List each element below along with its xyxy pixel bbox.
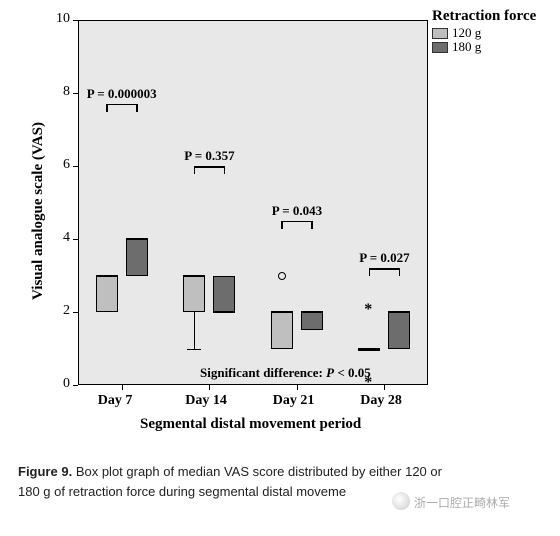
box-g180 [388,312,410,349]
x-tick-mark [297,385,298,390]
outlier-circle [278,272,286,280]
median-line [301,311,323,313]
x-tick-label: Day 14 [185,393,227,409]
significance-note: Significant difference: P < 0.05 [200,365,371,381]
x-tick-mark [384,385,385,390]
median-line [213,311,235,313]
y-tick-label: 8 [63,84,70,100]
pvalue-bracket-leg [136,104,138,112]
plot-area [78,20,428,385]
watermark-icon [392,492,410,510]
y-tick-label: 6 [63,157,70,173]
pvalue-bracket-leg [281,221,283,229]
pvalue-bracket-leg [311,221,313,229]
x-tick-mark [209,385,210,390]
y-tick-mark [73,239,78,240]
p-value-label: P = 0.357 [184,148,234,164]
caption-line1: Box plot graph of median VAS score distr… [76,464,442,479]
median-line [183,275,205,277]
x-axis-title: Segmental distal movement period [140,416,361,433]
x-tick-label: Day 7 [98,393,133,409]
pvalue-bracket [194,166,224,168]
y-axis-title: Visual analogue scale (VAS) [30,122,47,300]
pvalue-bracket [369,268,399,270]
legend-title: Retraction force [432,8,536,25]
watermark-text: 浙一口腔正畸林军 [414,494,510,511]
pvalue-bracket-leg [194,166,196,174]
p-value-label: P = 0.027 [359,250,409,266]
pvalue-bracket [282,221,312,223]
box-g120 [271,312,293,349]
legend-swatch-180g [432,42,448,53]
x-tick-mark [122,385,123,390]
legend-label-180g: 180 g [452,39,481,55]
pvalue-bracket-leg [399,268,401,276]
box-g180 [126,239,148,276]
y-tick-label: 4 [63,230,70,246]
median-line [126,238,148,240]
y-tick-label: 10 [56,11,70,27]
pvalue-bracket-leg [106,104,108,112]
x-tick-label: Day 21 [273,393,315,409]
figure-label: Figure 9. [18,464,72,479]
outlier-star: * [364,301,372,319]
whisker-cap [187,349,201,351]
box-g180 [301,312,323,330]
median-line [271,311,293,313]
p-value-label: P = 0.000003 [87,86,157,102]
x-tick-label: Day 28 [360,393,402,409]
box-g120 [183,276,205,313]
box-g120 [96,276,118,313]
pvalue-bracket-leg [369,268,371,276]
y-tick-label: 0 [63,376,70,392]
caption-line2: 180 g of retraction force during segment… [18,484,346,499]
y-tick-label: 2 [63,303,70,319]
y-tick-mark [73,385,78,386]
pvalue-bracket-leg [224,166,226,174]
p-value-label: P = 0.043 [272,203,322,219]
box-g180 [213,276,235,313]
y-tick-mark [73,20,78,21]
median-line [358,348,380,350]
y-tick-mark [73,312,78,313]
median-line [388,311,410,313]
y-tick-mark [73,166,78,167]
median-line [96,275,118,277]
legend-swatch-120g [432,28,448,39]
boxplot-chart: Retraction force 120 g 180 g 0246810 Vis… [0,0,560,440]
whisker-low [194,312,196,349]
y-tick-mark [73,93,78,94]
pvalue-bracket [107,104,137,106]
